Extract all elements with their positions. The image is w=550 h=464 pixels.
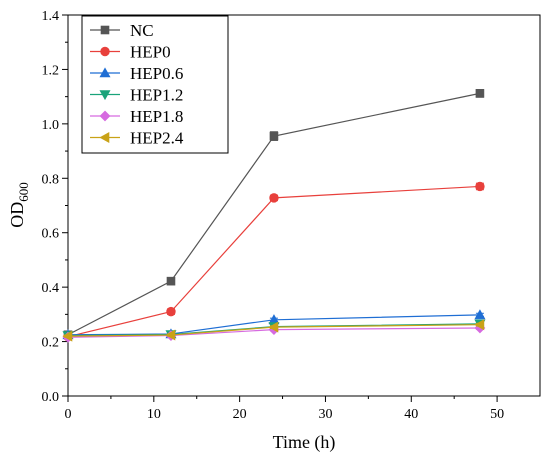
y-axis: 0.0 0.2 0.4 0.6 0.8 1.0 1.2 1.4 <box>42 9 68 405</box>
series-line <box>67 324 480 337</box>
legend-marker <box>100 25 110 35</box>
data-point <box>474 319 485 331</box>
legend-item-hep1-8: HEP1.8 <box>90 107 183 126</box>
x-tick-label: 20 <box>233 407 247 422</box>
legend-item-hep0: HEP0 <box>90 43 171 62</box>
legend-item-hep1-2: HEP1.2 <box>90 86 183 105</box>
y-tick-label: 0.4 <box>42 281 60 296</box>
y-tick-label: 0.6 <box>42 227 60 242</box>
legend-box <box>81 15 229 154</box>
data-point <box>269 193 279 203</box>
legend-marker <box>99 131 110 144</box>
legend-item-nc: NC <box>90 21 154 40</box>
x-tick-label: 10 <box>147 407 161 422</box>
legend-label: HEP1.2 <box>130 86 183 105</box>
legend-item-hep2-4: HEP2.4 <box>90 129 184 148</box>
legend-label: HEP0.6 <box>130 64 183 83</box>
y-tick-label: 1.4 <box>42 9 60 24</box>
legend-label: NC <box>130 21 154 40</box>
y-tick-label: 0.2 <box>42 336 60 351</box>
y-tick-label: 0.8 <box>42 172 60 187</box>
x-tick-label: 50 <box>490 407 504 422</box>
x-tick-label: 0 <box>65 407 72 422</box>
data-point <box>475 89 485 98</box>
data-point <box>269 131 279 141</box>
data-point <box>166 306 176 317</box>
legend-label: HEP0 <box>130 43 171 62</box>
y-axis-title-main: OD <box>7 202 27 228</box>
y-tick-label: 0.0 <box>42 390 60 405</box>
y-axis-title: OD600 <box>7 182 31 228</box>
series-line <box>67 185 480 338</box>
legend-label: HEP1.8 <box>130 107 183 126</box>
legend-marker <box>99 110 111 122</box>
y-tick-label: 1.2 <box>42 63 60 78</box>
series-hep2-4 <box>62 319 485 342</box>
x-tick-label: 40 <box>404 407 418 422</box>
legend-label: HEP2.4 <box>130 129 184 148</box>
series-line <box>67 92 481 336</box>
y-tick-label: 1.0 <box>42 118 60 133</box>
x-axis-title: Time (h) <box>273 432 336 453</box>
series-line <box>67 327 480 338</box>
x-axis: 0 10 20 30 40 50 <box>65 396 504 422</box>
data-point <box>166 276 176 286</box>
series-line <box>67 314 480 336</box>
legend-marker <box>99 67 111 78</box>
legend: NC HEP0 HEP0.6 HEP1.2 HEP1.8 HEP2.4 <box>81 15 229 154</box>
y-axis-title-subscript: 600 <box>16 182 31 202</box>
x-tick-label: 30 <box>318 407 332 422</box>
data-point <box>475 181 485 192</box>
data-point <box>165 329 176 341</box>
series-nc <box>63 89 485 340</box>
legend-item-hep0-6: HEP0.6 <box>90 64 183 83</box>
data-point <box>62 330 73 342</box>
data-point <box>474 309 486 320</box>
data-point <box>268 321 279 333</box>
legend-marker <box>100 46 110 57</box>
legend-marker <box>99 90 111 101</box>
series-layer <box>62 89 486 343</box>
